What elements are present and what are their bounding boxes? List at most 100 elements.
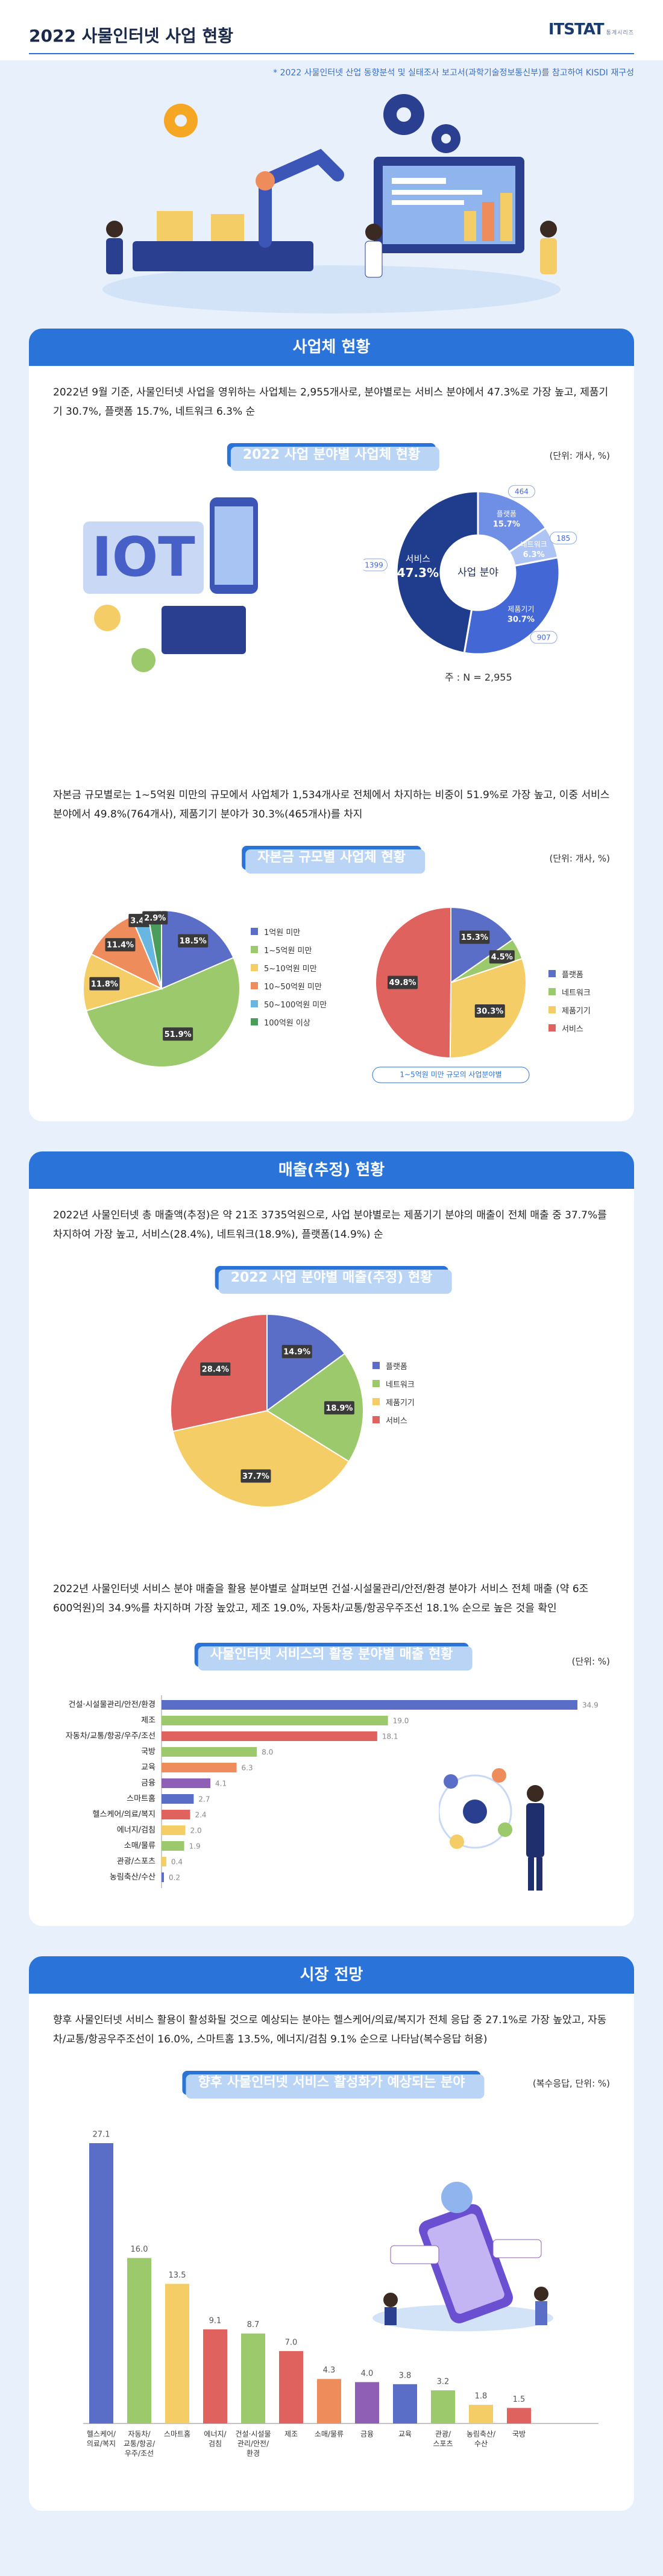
hbar-category-label: 자동차/교통/항공/우주/조선 [66, 1732, 156, 1741]
vbar-value-label: 4.0 [361, 2369, 374, 2378]
vbar-bar [469, 2405, 493, 2423]
pie-label-1: 18.9% [324, 1401, 354, 1415]
donut-slice-2 [463, 556, 561, 655]
legend-swatch [548, 1024, 556, 1031]
svg-text:185: 185 [556, 534, 570, 543]
field-legend-item-3: 서비스 [548, 1019, 591, 1037]
donut-count-1: 185 [550, 531, 577, 544]
page-title: 2022 사물인터넷 사업 현황 [29, 26, 234, 46]
future-fields-bar-chart: 27.1 헬스케어/의료/복지 16.0 자동차/교통/항공/우주/조선 13.5 스마트… [83, 2130, 599, 2458]
donut-center-label: 사업 분야 [457, 567, 498, 579]
capital-summary-text: 자본금 규모별로는 1~5억원 미만의 규모에서 사업체가 1,534개사로 전… [53, 789, 610, 820]
iot-illustration: IOT [83, 497, 258, 672]
legend-swatch [372, 1362, 380, 1369]
sales-field-legend: 플랫폼 네트워크 제품기기 서비스 [372, 1356, 415, 1429]
vbar-value-label: 3.2 [437, 2378, 450, 2387]
vbar-category-label: 제조 [284, 2430, 298, 2439]
hbar-value-label: 6.3 [242, 1764, 253, 1772]
vbar-value-label: 3.8 [399, 2371, 412, 2380]
svg-text:1399: 1399 [365, 561, 383, 570]
svg-text:IOT: IOT [92, 526, 195, 589]
hbar-bar [162, 1794, 194, 1804]
hbar-bar [162, 1810, 190, 1819]
svg-text:6.3%: 6.3% [523, 550, 545, 559]
vbar-value-label: 7.0 [285, 2338, 298, 2347]
gear-icon [383, 94, 424, 135]
capital-1to5-pie-chart: 15.3% 4.5% 30.3% 49.8% 1~5억원 미만 규모의 사업분야별 [372, 906, 530, 1083]
conveyor-icon [133, 241, 313, 271]
svg-text:47.3%: 47.3% [397, 565, 439, 580]
svg-text:에너지/: 에너지/ [204, 2430, 227, 2439]
hbar-value-label: 2.4 [195, 1811, 206, 1819]
chat-bubble-icon [492, 2239, 542, 2258]
business-summary-text: 2022년 9월 기준, 사물인터넷 사업을 영위하는 사업체는 2,955개사… [53, 386, 609, 418]
pie-slice-0 [450, 906, 514, 984]
pie-label-0: 15.3% [459, 930, 490, 944]
sales-status-card: 매출(추정) 현황 2022년 사물인터넷 총 매출액(추정)은 약 21조 3… [29, 1151, 634, 1926]
legend-swatch [372, 1416, 380, 1423]
vbar-bar [279, 2351, 303, 2423]
vbar-bar [317, 2379, 341, 2423]
vbar-value-label: 1.5 [513, 2395, 526, 2404]
svg-text:플랫폼: 플랫폼 [497, 509, 517, 518]
legend-swatch [548, 970, 556, 977]
capital-legend-item-0: 1억원 미만 [251, 922, 327, 940]
vbar-category-label: 농림축산/수산 [467, 2430, 496, 2448]
hbar-value-label: 18.1 [382, 1733, 398, 1741]
sales-legend-item-3: 서비스 [372, 1411, 415, 1429]
vbar-bar [165, 2284, 189, 2423]
legend-swatch [548, 1006, 556, 1013]
svg-text:제품기기: 제품기기 [507, 605, 534, 614]
vbar-value-label: 27.1 [93, 2130, 110, 2140]
vbar-value-label: 16.0 [131, 2245, 148, 2254]
hbar-value-label: 0.4 [171, 1858, 183, 1866]
vbar-bar [393, 2384, 417, 2423]
vbar-category-label: 헬스케어/의료/복지 [87, 2430, 116, 2448]
hbar-bar [162, 1716, 388, 1725]
vbar-value-label: 4.3 [323, 2366, 336, 2375]
svg-text:49.8%: 49.8% [389, 978, 416, 987]
hbar-bar [162, 1731, 377, 1741]
svg-text:교통/항공/: 교통/항공/ [124, 2440, 156, 2448]
worker-icon [365, 224, 383, 278]
source-note: * 2022 사물인터넷 산업 동향분석 및 실태조사 보고서(과학기술정보통신… [273, 68, 634, 78]
hbar-bar [162, 1778, 211, 1788]
vbar-category-label: 스마트홈 [164, 2430, 190, 2439]
vbar-bar [241, 2333, 265, 2423]
hbar-category-label: 헬스케어/의료/복지 [93, 1810, 156, 1819]
pie-label-3: 49.8% [388, 975, 418, 989]
legend-label: 서비스 [562, 1024, 583, 1034]
vbar-category-label: 건설·시설물관리/안전/환경 [235, 2430, 271, 2458]
sales-field-pie-chart: 14.9% 18.9% 37.7% 28.4% [170, 1313, 364, 1508]
svg-text:금융: 금융 [360, 2430, 374, 2439]
box-icon [211, 214, 244, 241]
vbar-bar [89, 2143, 113, 2423]
vbar-category-label: 교육 [398, 2430, 412, 2439]
hbar-category-label: 교육 [141, 1763, 156, 1772]
legend-swatch [251, 946, 258, 953]
vbar-bar [507, 2408, 531, 2423]
network-node-icon [498, 1822, 512, 1837]
donut-label-2: 제품기기 30.7% [507, 605, 535, 625]
hbar-value-label: 19.0 [393, 1717, 409, 1725]
donut-count-0: 464 [507, 485, 535, 498]
legend-swatch [372, 1380, 380, 1387]
donut-slice-3 [395, 490, 479, 654]
svg-text:관광/: 관광/ [435, 2430, 451, 2439]
legend-swatch [251, 1018, 258, 1025]
svg-text:18.5%: 18.5% [180, 937, 207, 946]
section-title: 사업체 현황 [29, 329, 634, 366]
page-header: 2022 사물인터넷 사업 현황 ITSTAT 통계시리즈 [0, 0, 663, 60]
legend-label: 플랫폼 [386, 1362, 407, 1371]
chart-title-pill: 자본금 규모별 사업체 현황 [242, 846, 425, 874]
vbar-value-label: 8.7 [247, 2320, 260, 2329]
vbar-bar [203, 2329, 227, 2423]
capital-legend-item-2: 5~10억원 미만 [251, 959, 327, 977]
svg-text:수산: 수산 [474, 2440, 488, 2448]
field-legend-item-2: 제품기기 [548, 1001, 591, 1019]
network-node-icon [450, 1834, 464, 1849]
logo-text: ITSTAT [548, 20, 605, 39]
svg-text:네트워크: 네트워크 [521, 540, 547, 549]
svg-text:교육: 교육 [398, 2430, 412, 2439]
